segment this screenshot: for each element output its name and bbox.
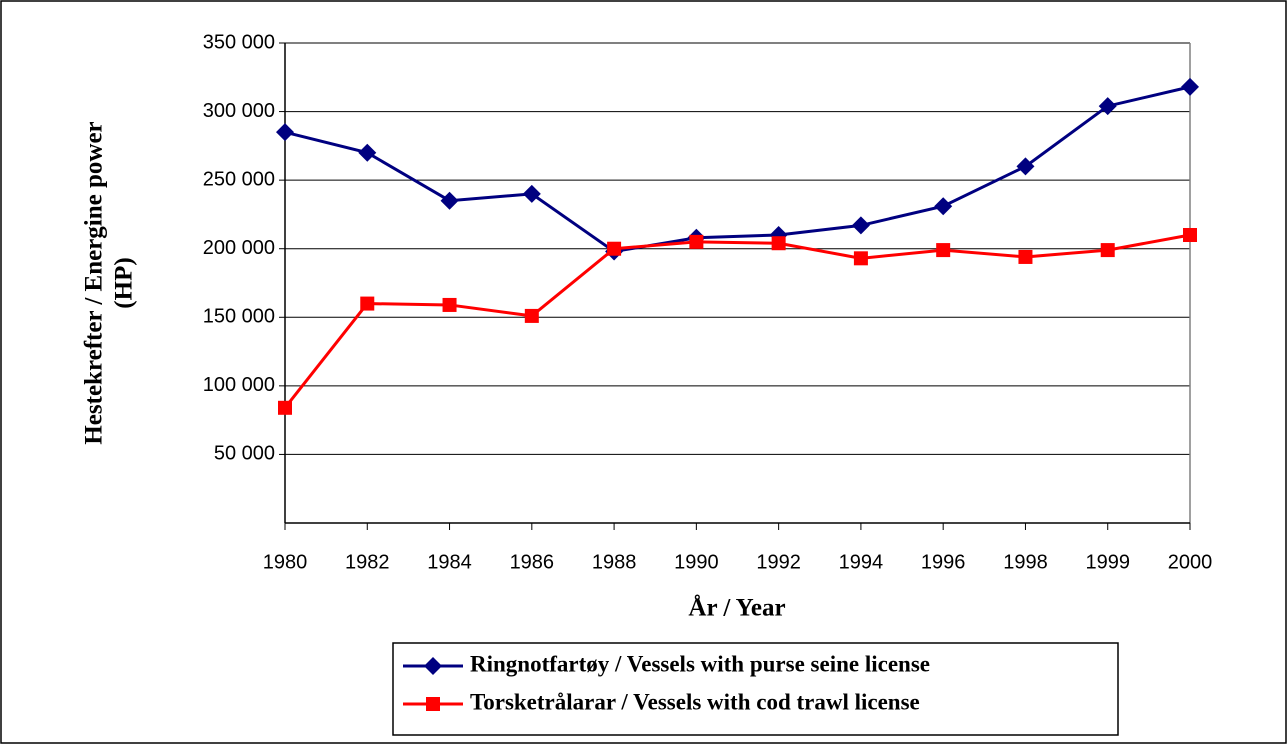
legend-box (392, 642, 1119, 736)
data-point (360, 296, 375, 311)
x-tick-label: 1994 (839, 551, 884, 573)
x-tick-label: 1988 (592, 551, 637, 573)
data-point (607, 241, 622, 256)
data-point (1016, 157, 1035, 176)
y-tick-label: 300 000 (203, 100, 275, 122)
y-tick-label: 150 000 (203, 306, 275, 328)
legend-marker (426, 697, 440, 711)
x-tick-label: 1984 (427, 551, 472, 573)
data-point (689, 234, 704, 249)
x-tick-label: 1982 (345, 551, 390, 573)
x-tick-label: 2000 (1168, 551, 1213, 573)
data-point (1181, 77, 1199, 96)
data-point (771, 236, 786, 251)
x-tick-label: 1998 (1003, 551, 1048, 573)
data-point (1098, 97, 1117, 116)
series-line (284, 85, 1191, 254)
data-point (524, 308, 539, 323)
x-tick-label: 1996 (921, 551, 966, 573)
data-point (358, 143, 377, 162)
x-tick-label: 1980 (263, 551, 308, 573)
data-point (1018, 249, 1033, 264)
data-point (851, 216, 870, 235)
series-line (283, 233, 1191, 409)
legend-marker (424, 657, 442, 675)
data-point (853, 251, 868, 266)
data-point (522, 184, 541, 203)
x-axis-title: År / Year (688, 594, 785, 622)
data-point (278, 400, 292, 415)
y-tick-label: 200 000 (203, 237, 275, 259)
legend-label: Ringnotfartøy / Vessels with purse seine… (470, 651, 930, 676)
x-tick-label: 1986 (510, 551, 555, 573)
data-point (276, 123, 294, 142)
data-point (934, 197, 953, 216)
y-axis-title: Hestekrefter / Energine power (81, 121, 108, 444)
y-tick-label: 100 000 (203, 374, 275, 396)
data-point (442, 297, 457, 312)
data-point (1100, 243, 1115, 258)
y-tick-label: 50 000 (214, 443, 275, 465)
y-axis-title: (HP) (111, 257, 138, 308)
legend-label: Torsketrålarar / Vessels with cod trawl … (470, 689, 920, 714)
y-tick-label: 350 000 (203, 31, 275, 53)
x-tick-label: 1990 (674, 551, 719, 573)
y-tick-label: 250 000 (203, 168, 275, 190)
data-point (936, 243, 951, 258)
x-tick-label: 1999 (1085, 551, 1130, 573)
data-point (1183, 228, 1197, 242)
data-point (440, 191, 459, 210)
x-tick-label: 1992 (756, 551, 801, 573)
